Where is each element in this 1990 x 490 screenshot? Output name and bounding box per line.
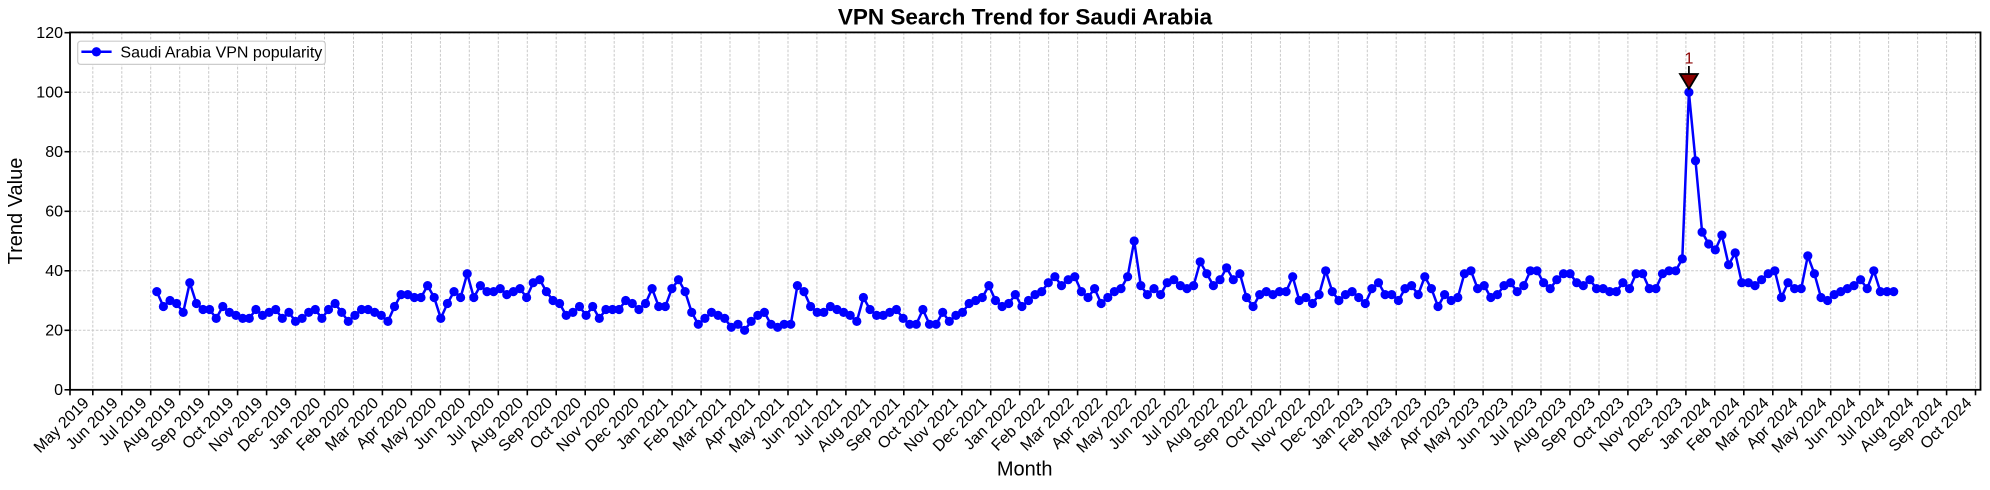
svg-text:VPN Search Trend for Saudi Ara: VPN Search Trend for Saudi Arabia — [838, 5, 1213, 30]
svg-text:Saudi Arabia VPN popularity: Saudi Arabia VPN popularity — [120, 44, 322, 61]
svg-text:Month: Month — [997, 459, 1053, 481]
svg-text:80: 80 — [45, 144, 63, 161]
svg-text:100: 100 — [36, 84, 63, 101]
svg-text:60: 60 — [45, 204, 63, 221]
svg-text:120: 120 — [36, 25, 63, 42]
svg-text:1: 1 — [1684, 51, 1693, 68]
svg-text:20: 20 — [45, 323, 63, 340]
svg-text:Trend Value: Trend Value — [5, 158, 27, 265]
svg-text:0: 0 — [54, 382, 63, 399]
svg-text:40: 40 — [45, 263, 63, 280]
